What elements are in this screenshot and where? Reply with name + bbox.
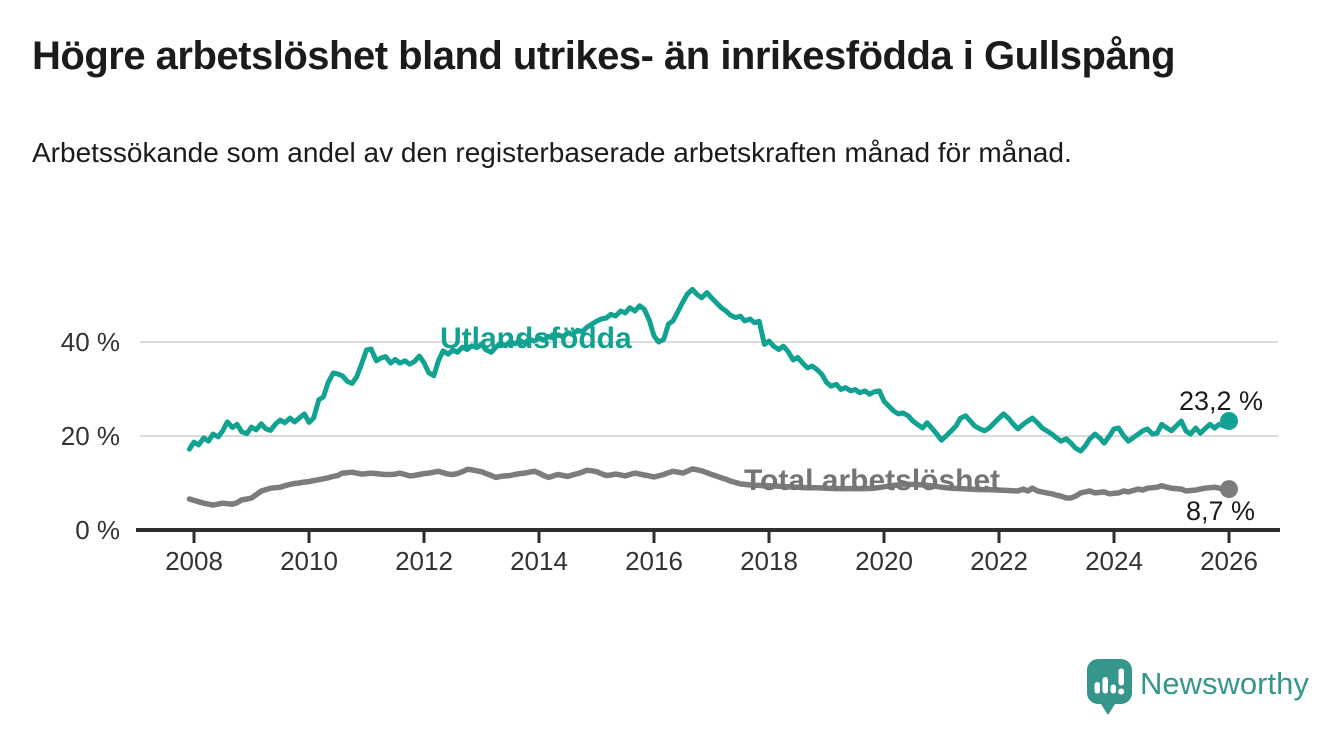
page-subtitle: Arbetssökande som andel av den registerb…	[32, 137, 1072, 168]
x-tick-label: 2020	[855, 546, 913, 576]
page-title: Högre arbetslöshet bland utrikes- än inr…	[32, 34, 1176, 78]
y-tick-label: 40 %	[60, 327, 120, 357]
y-tick-label: 0 %	[75, 515, 120, 545]
x-tick-label: 2008	[165, 546, 223, 576]
newsworthy-wordmark: Newsworthy	[1140, 666, 1309, 701]
x-tick-label: 2024	[1085, 546, 1143, 576]
end-dot-utlandsfodda	[1220, 411, 1238, 430]
y-tick-label: 20 %	[60, 421, 120, 451]
newsworthy-speech-bubble-chart-icon	[1087, 659, 1132, 715]
line-total-arbetsloshet	[186, 466, 1232, 508]
x-tick-label: 2022	[970, 546, 1028, 576]
series-label-total-arbetsloshet: Total arbetslöshet	[744, 464, 1001, 497]
series-label-utlandsfodda: Utlandsfödda	[440, 322, 632, 355]
end-dot-total-arbetsloshet	[1220, 480, 1238, 499]
x-tick-label: 2014	[510, 546, 568, 576]
x-tick-label: 2016	[625, 546, 683, 576]
line-utlandsfodda	[186, 286, 1232, 454]
x-tick-label: 2012	[395, 546, 453, 576]
newsworthy-branding: Newsworthy	[1086, 658, 1309, 718]
end-value-label-total: 8,7 %	[1185, 496, 1255, 526]
x-tick-label: 2010	[280, 546, 338, 576]
x-tick-label: 2018	[740, 546, 798, 576]
x-tick-label: 2026	[1200, 546, 1258, 576]
end-value-label-utlandsfodda: 23,2 %	[1178, 386, 1263, 416]
